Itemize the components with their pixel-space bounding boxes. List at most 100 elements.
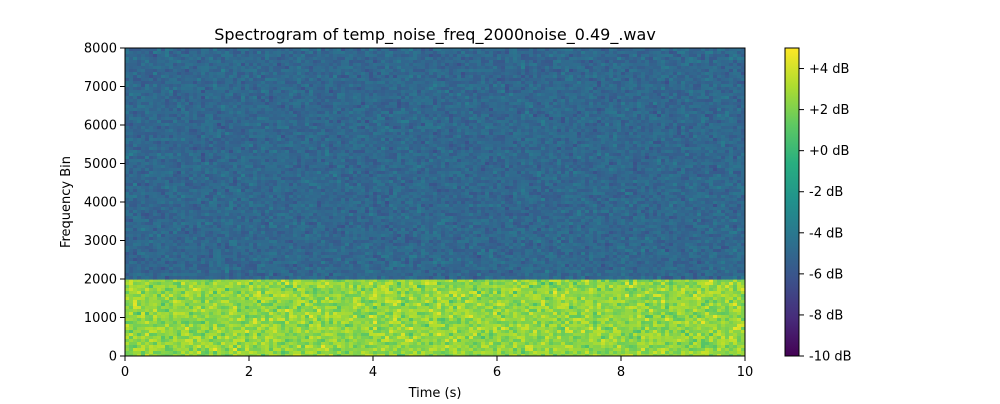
heatmap-cell (261, 330, 266, 334)
heatmap-cell (205, 327, 210, 331)
heatmap-layer (125, 48, 745, 356)
heatmap-cell (741, 336, 745, 340)
heatmap-cell (449, 333, 454, 337)
heatmap-cell (489, 297, 494, 301)
heatmap-cell (125, 354, 130, 356)
heatmap-cell (345, 324, 350, 328)
heatmap-cell (609, 60, 614, 64)
heatmap-cell (409, 309, 414, 313)
heatmap-cell (489, 327, 494, 331)
heatmap-cell (185, 57, 190, 61)
heatmap-cell (169, 339, 174, 343)
heatmap-cell (233, 303, 238, 307)
heatmap-cell (541, 300, 546, 304)
heatmap-cell (225, 351, 230, 355)
heatmap-cell (709, 327, 714, 331)
heatmap-cell (313, 321, 318, 325)
heatmap-cell (553, 54, 558, 58)
heatmap-cell (697, 345, 702, 349)
heatmap-cell (209, 279, 214, 283)
heatmap-cell (469, 318, 474, 322)
heatmap-cell (133, 54, 138, 58)
heatmap-cell (701, 279, 706, 283)
heatmap-cell (413, 333, 418, 337)
heatmap-cell (553, 336, 558, 340)
heatmap-cell (321, 63, 326, 67)
heatmap-cell (489, 315, 494, 319)
heatmap-cell (661, 303, 666, 307)
heatmap-cell (277, 279, 282, 283)
heatmap-cell (609, 330, 614, 334)
heatmap-cell (137, 54, 142, 58)
heatmap-cell (149, 51, 154, 55)
heatmap-cell (213, 51, 218, 55)
heatmap-cell (217, 282, 222, 286)
heatmap-cell (301, 288, 306, 292)
heatmap-cell (153, 279, 158, 283)
heatmap-cell (141, 354, 146, 356)
heatmap-cell (553, 312, 558, 316)
heatmap-cell (349, 297, 354, 301)
heatmap-cell (373, 63, 378, 67)
heatmap-cell (133, 348, 138, 352)
heatmap-cell (649, 327, 654, 331)
heatmap-cell (733, 315, 738, 319)
heatmap-cell (577, 330, 582, 334)
heatmap-cell (597, 354, 602, 356)
heatmap-cell (445, 348, 450, 352)
heatmap-cell (309, 63, 314, 67)
heatmap-cell (721, 291, 726, 295)
heatmap-cell (657, 279, 662, 283)
heatmap-cell (521, 294, 526, 298)
heatmap-cell (481, 321, 486, 325)
heatmap-cell (317, 354, 322, 356)
heatmap-cell (221, 336, 226, 340)
heatmap-cell (597, 282, 602, 286)
heatmap-cell (385, 57, 390, 61)
heatmap-cell (461, 291, 466, 295)
heatmap-cell (209, 57, 214, 61)
heatmap-cell (741, 315, 745, 319)
heatmap-cell (193, 345, 198, 349)
heatmap-cell (417, 333, 422, 337)
heatmap-cell (533, 342, 538, 346)
heatmap-cell (381, 354, 386, 356)
heatmap-cell (313, 348, 318, 352)
heatmap-cell (609, 63, 614, 67)
heatmap-cell (441, 57, 446, 61)
heatmap-cell (725, 324, 730, 328)
heatmap-cell (481, 282, 486, 286)
heatmap-cell (373, 345, 378, 349)
heatmap-cell (253, 342, 258, 346)
heatmap-cell (617, 336, 622, 340)
heatmap-cell (693, 315, 698, 319)
heatmap-cell (633, 315, 638, 319)
heatmap-cell (285, 306, 290, 310)
heatmap-cell (177, 348, 182, 352)
heatmap-cell (585, 321, 590, 325)
heatmap-cell (497, 354, 502, 356)
heatmap-cell (649, 324, 654, 328)
heatmap-cell (253, 285, 258, 289)
heatmap-cell (649, 351, 654, 355)
heatmap-cell (233, 66, 238, 70)
heatmap-cell (397, 54, 402, 58)
heatmap-cell (717, 48, 722, 52)
heatmap-cell (685, 297, 690, 301)
heatmap-cell (473, 327, 478, 331)
heatmap-cell (425, 282, 430, 286)
heatmap-cell (433, 324, 438, 328)
heatmap-cell (341, 333, 346, 337)
heatmap-cell (549, 54, 554, 58)
heatmap-cell (557, 324, 562, 328)
heatmap-cell (713, 54, 718, 58)
heatmap-cell (205, 288, 210, 292)
heatmap-cell (577, 348, 582, 352)
heatmap-cell (493, 336, 498, 340)
heatmap-cell (721, 351, 726, 355)
heatmap-cell (401, 306, 406, 310)
heatmap-cell (149, 333, 154, 337)
heatmap-cell (261, 54, 266, 58)
heatmap-cell (649, 303, 654, 307)
heatmap-cell (505, 306, 510, 310)
